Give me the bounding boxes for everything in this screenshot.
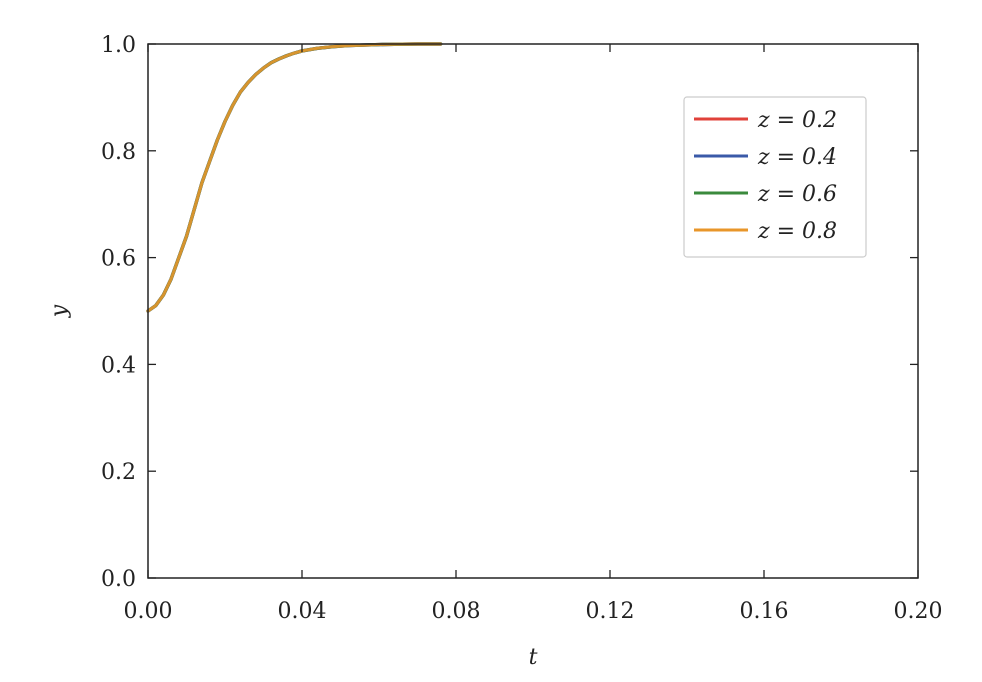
y-tick-label: 0.4 (101, 353, 136, 378)
series-line-1 (146, 42, 443, 313)
series-line-2 (146, 42, 443, 313)
axis-ticks: 0.00 0.04 0.08 0.12 0.16 0.20 0.0 0.2 0.4 0.6 0.8 1… (101, 33, 942, 624)
legend-box (683, 96, 867, 258)
y-tick-label: 1.0 (101, 33, 136, 58)
x-tick-label: 0.16 (740, 599, 789, 624)
x-tick-label: 0.20 (894, 599, 943, 624)
series-lines (146, 42, 443, 313)
series-line-4 (146, 42, 443, 313)
x-tick-label: 0.04 (278, 599, 327, 624)
y-tick-label: 0.2 (101, 460, 136, 485)
x-axis-label: t (529, 645, 538, 670)
x-tick-label: 0.12 (586, 599, 635, 624)
legend: z = 0.2 z = 0.4 z = 0.6 z = 0.8 (683, 96, 867, 258)
legend-label-3: z = 0.6 (757, 182, 837, 207)
plot-area-frame (147, 43, 919, 579)
legend-label-1: z = 0.2 (757, 108, 837, 133)
y-tick-label: 0.0 (101, 567, 136, 592)
legend-label-2: z = 0.4 (757, 145, 837, 170)
y-tick-label: 0.8 (101, 140, 136, 165)
series-line-3 (146, 42, 443, 313)
x-tick-label: 0.00 (124, 599, 173, 624)
y-axis-label: y (47, 304, 72, 318)
y-tick-label: 0.6 (101, 247, 136, 272)
legend-label-4: z = 0.8 (757, 219, 837, 244)
x-tick-label: 0.08 (432, 599, 481, 624)
